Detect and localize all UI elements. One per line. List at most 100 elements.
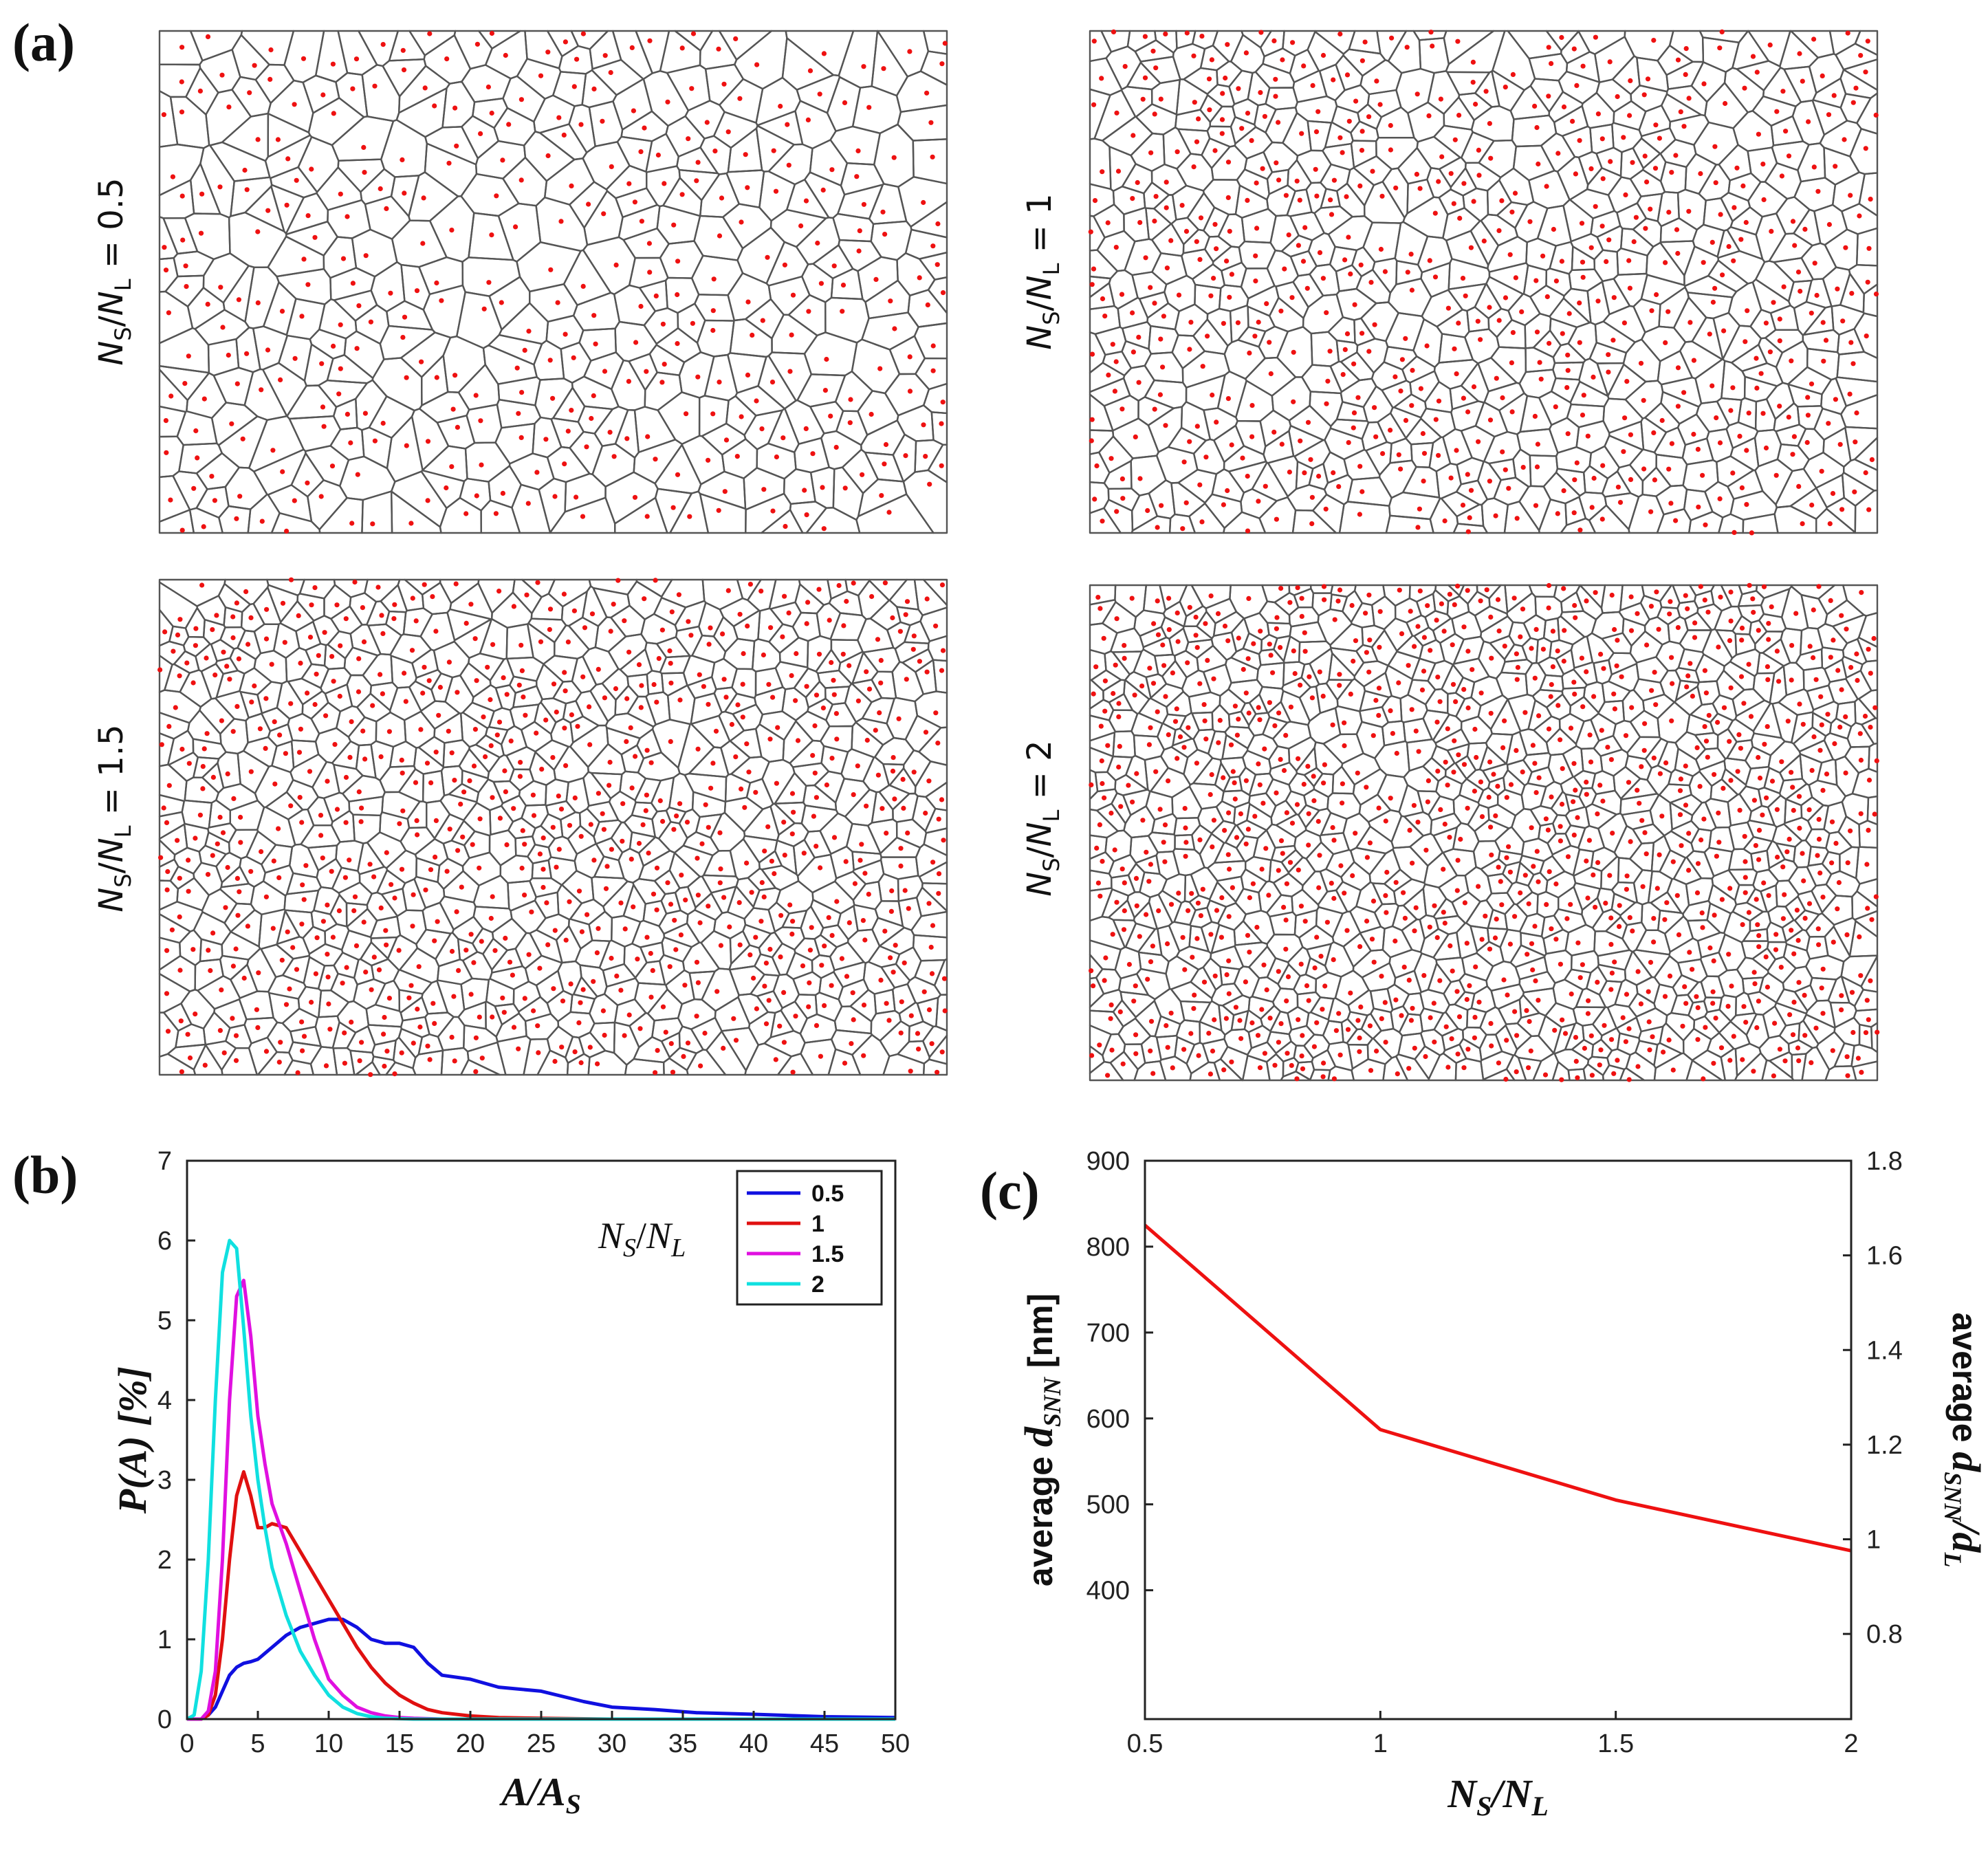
voronoi-cell [158,839,176,868]
seed-point [609,846,615,852]
seed-point [648,950,653,957]
seed-point [1425,799,1430,805]
voronoi-cell [656,204,701,245]
seed-point [218,285,223,290]
seed-point [471,960,477,965]
voronoi-cell [1258,496,1297,534]
seed-point [758,919,764,924]
voronoi-cell [665,115,706,157]
seed-point [201,746,207,752]
voronoi-cell [1089,451,1111,484]
seed-point [611,454,617,459]
seed-point [1717,440,1723,446]
seed-point [774,780,779,786]
seed-point [1155,525,1160,530]
seed-point [1730,385,1736,391]
voronoi-cell [1552,979,1584,1011]
seed-point [490,1014,495,1020]
voronoi-cell [922,382,948,415]
voronoi-cell [851,651,879,684]
seed-point [1552,1027,1558,1033]
seed-point [540,884,546,890]
seed-point [1100,169,1105,175]
seed-point [859,842,864,847]
seed-point [591,393,596,399]
voronoi-cell [1439,633,1465,666]
seed-point [1305,419,1311,425]
seed-point [1163,31,1168,37]
voronoi-cell [1111,874,1136,897]
seed-point [805,600,811,605]
seed-point [164,948,170,953]
seed-point [921,422,926,428]
seed-point [569,408,574,413]
seed-point [1427,924,1432,930]
seed-point [400,770,405,776]
voronoi-cell [390,175,420,217]
seed-point [636,840,642,846]
voronoi-cell [406,800,428,829]
seed-point [519,668,525,674]
seed-point [773,1057,778,1062]
voronoi-cell [412,1049,444,1076]
seed-point [210,930,216,936]
voronoi-cell [568,918,593,950]
seed-point [205,301,210,307]
seed-point [447,827,452,832]
seed-point [1561,104,1567,110]
seed-point [1564,385,1570,391]
voronoi-cell [1659,138,1697,168]
voronoi-cell [1289,621,1328,644]
seed-point [1132,692,1137,698]
voronoi-cell [1130,712,1164,738]
voronoi-cell [1329,418,1370,440]
seed-point [1829,819,1835,824]
voronoi-cell [1740,940,1769,960]
seed-point [1740,183,1746,188]
seed-point [604,864,610,869]
seed-point [225,864,230,871]
seed-point [844,598,849,604]
seed-point [501,1009,507,1015]
seed-point [1447,591,1452,597]
voronoi-cell [1518,485,1552,532]
seed-point [1737,807,1743,813]
seed-point [925,302,930,307]
seed-point [878,977,884,983]
seed-point [1533,278,1539,283]
voronoi-cell [807,697,834,721]
seed-point [629,45,635,50]
seed-point [1728,589,1734,595]
voronoi-cell [663,1057,689,1076]
voronoi-cell [729,318,773,358]
seed-point [458,801,463,807]
seed-point [747,952,753,958]
seed-point [481,306,487,312]
voronoi-cell [1632,823,1665,844]
voronoi-cell [1853,312,1879,359]
seed-point [1254,180,1259,186]
seed-point [1651,38,1657,43]
seed-point [1280,851,1285,856]
seed-point [1209,57,1214,63]
seed-point [518,435,524,441]
seed-point [1816,584,1822,589]
seed-point [829,756,835,761]
seed-point [930,368,936,373]
seed-point [255,300,261,305]
seed-point [1368,1068,1374,1073]
seed-point [478,418,483,424]
seed-point [1612,959,1617,965]
voronoi-cell [164,274,205,307]
seed-point [321,424,327,429]
voronoi-cell [1861,717,1879,745]
seed-point [1755,922,1760,928]
seed-point [665,880,670,886]
voronoi-cell [1812,77,1847,109]
seed-point [1191,53,1197,58]
seed-point [1731,258,1736,263]
seed-point [179,746,185,752]
seed-point [1842,137,1847,142]
voronoi-cell [728,944,762,971]
seed-point [1394,750,1399,756]
